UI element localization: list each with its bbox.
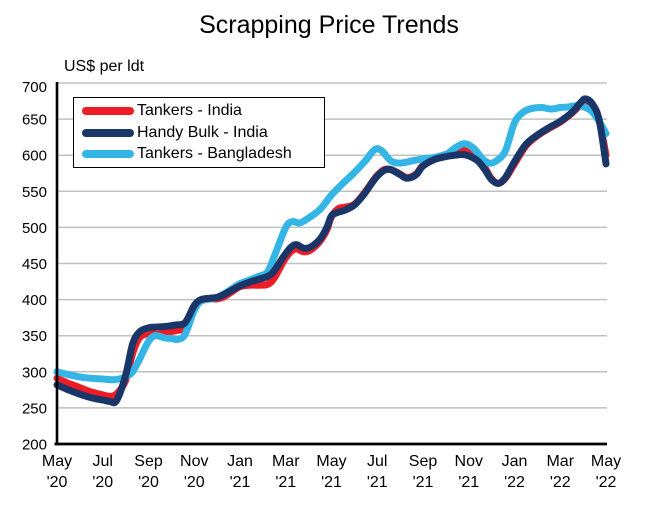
- x-tick-year-label: '20: [47, 474, 68, 491]
- y-tick-label-600: 600: [22, 148, 47, 165]
- chart-title: Scrapping Price Trends: [199, 11, 459, 39]
- navy-line-swatch-icon: [82, 128, 134, 137]
- cyan-line-swatch-icon: [82, 150, 134, 159]
- x-tick-month-label: Sep: [409, 453, 438, 470]
- y-tick-label-650: 650: [22, 112, 47, 129]
- x-tick-month-label: Mar: [546, 453, 574, 470]
- legend-label: Tankers - India: [137, 101, 242, 119]
- y-axis-unit-label: US$ per ldt: [64, 58, 145, 75]
- x-tick-year-label: '21: [230, 474, 251, 491]
- y-tick-label-450: 450: [22, 256, 47, 273]
- series-line-tankers-bangladesh: [53, 101, 610, 384]
- series-line-handy-bulk-india: [53, 95, 610, 407]
- y-tick-label-250: 250: [22, 400, 47, 417]
- x-tick-month-label: May: [42, 453, 72, 470]
- x-tick-month-label: Jan: [502, 453, 528, 470]
- x-tick-year-label: '22: [596, 474, 617, 491]
- x-tick-month-label: Jul: [93, 453, 113, 470]
- x-tick-month-label: May: [591, 453, 621, 470]
- y-tick-label-200: 200: [22, 437, 47, 454]
- x-tick-month-label: Jan: [227, 453, 253, 470]
- x-tick-year-label: '21: [458, 474, 479, 491]
- x-tick-year-label: '21: [321, 474, 342, 491]
- x-tick-year-label: '22: [504, 474, 525, 491]
- x-tick-month-label: Nov: [455, 453, 483, 470]
- legend-label: Tankers - Bangladesh: [137, 145, 292, 163]
- red-line-swatch-icon: [82, 106, 134, 115]
- x-tick-year-label: '20: [184, 474, 205, 491]
- y-tick-label-400: 400: [22, 292, 47, 309]
- legend-box: Tankers - India Handy Bulk - India Tanke…: [73, 97, 325, 168]
- y-tick-label-700: 700: [22, 79, 47, 96]
- legend-label: Handy Bulk - India: [137, 123, 268, 141]
- y-tick-label-350: 350: [22, 328, 47, 345]
- x-tick-month-label: Jul: [367, 453, 387, 470]
- y-tick-label-550: 550: [22, 184, 47, 201]
- x-tick-year-label: '21: [413, 474, 434, 491]
- x-tick-month-label: Mar: [272, 453, 300, 470]
- x-tick-month-label: May: [316, 453, 346, 470]
- x-tick-year-label: '20: [138, 474, 159, 491]
- legend-item-handy-bulk-india: Handy Bulk - India: [82, 122, 324, 144]
- x-tick-month-label: Nov: [180, 453, 208, 470]
- x-tick-month-label: Sep: [134, 453, 163, 470]
- x-tick-year-label: '22: [550, 474, 571, 491]
- x-tick-year-label: '21: [275, 474, 296, 491]
- y-tick-label-500: 500: [22, 220, 47, 237]
- legend-item-tankers-india: Tankers - India: [82, 100, 324, 122]
- x-tick-year-label: '21: [367, 474, 388, 491]
- x-tick-year-label: '20: [92, 474, 113, 491]
- y-tick-label-300: 300: [22, 364, 47, 381]
- legend-item-tankers-bangladesh: Tankers - Bangladesh: [82, 143, 324, 165]
